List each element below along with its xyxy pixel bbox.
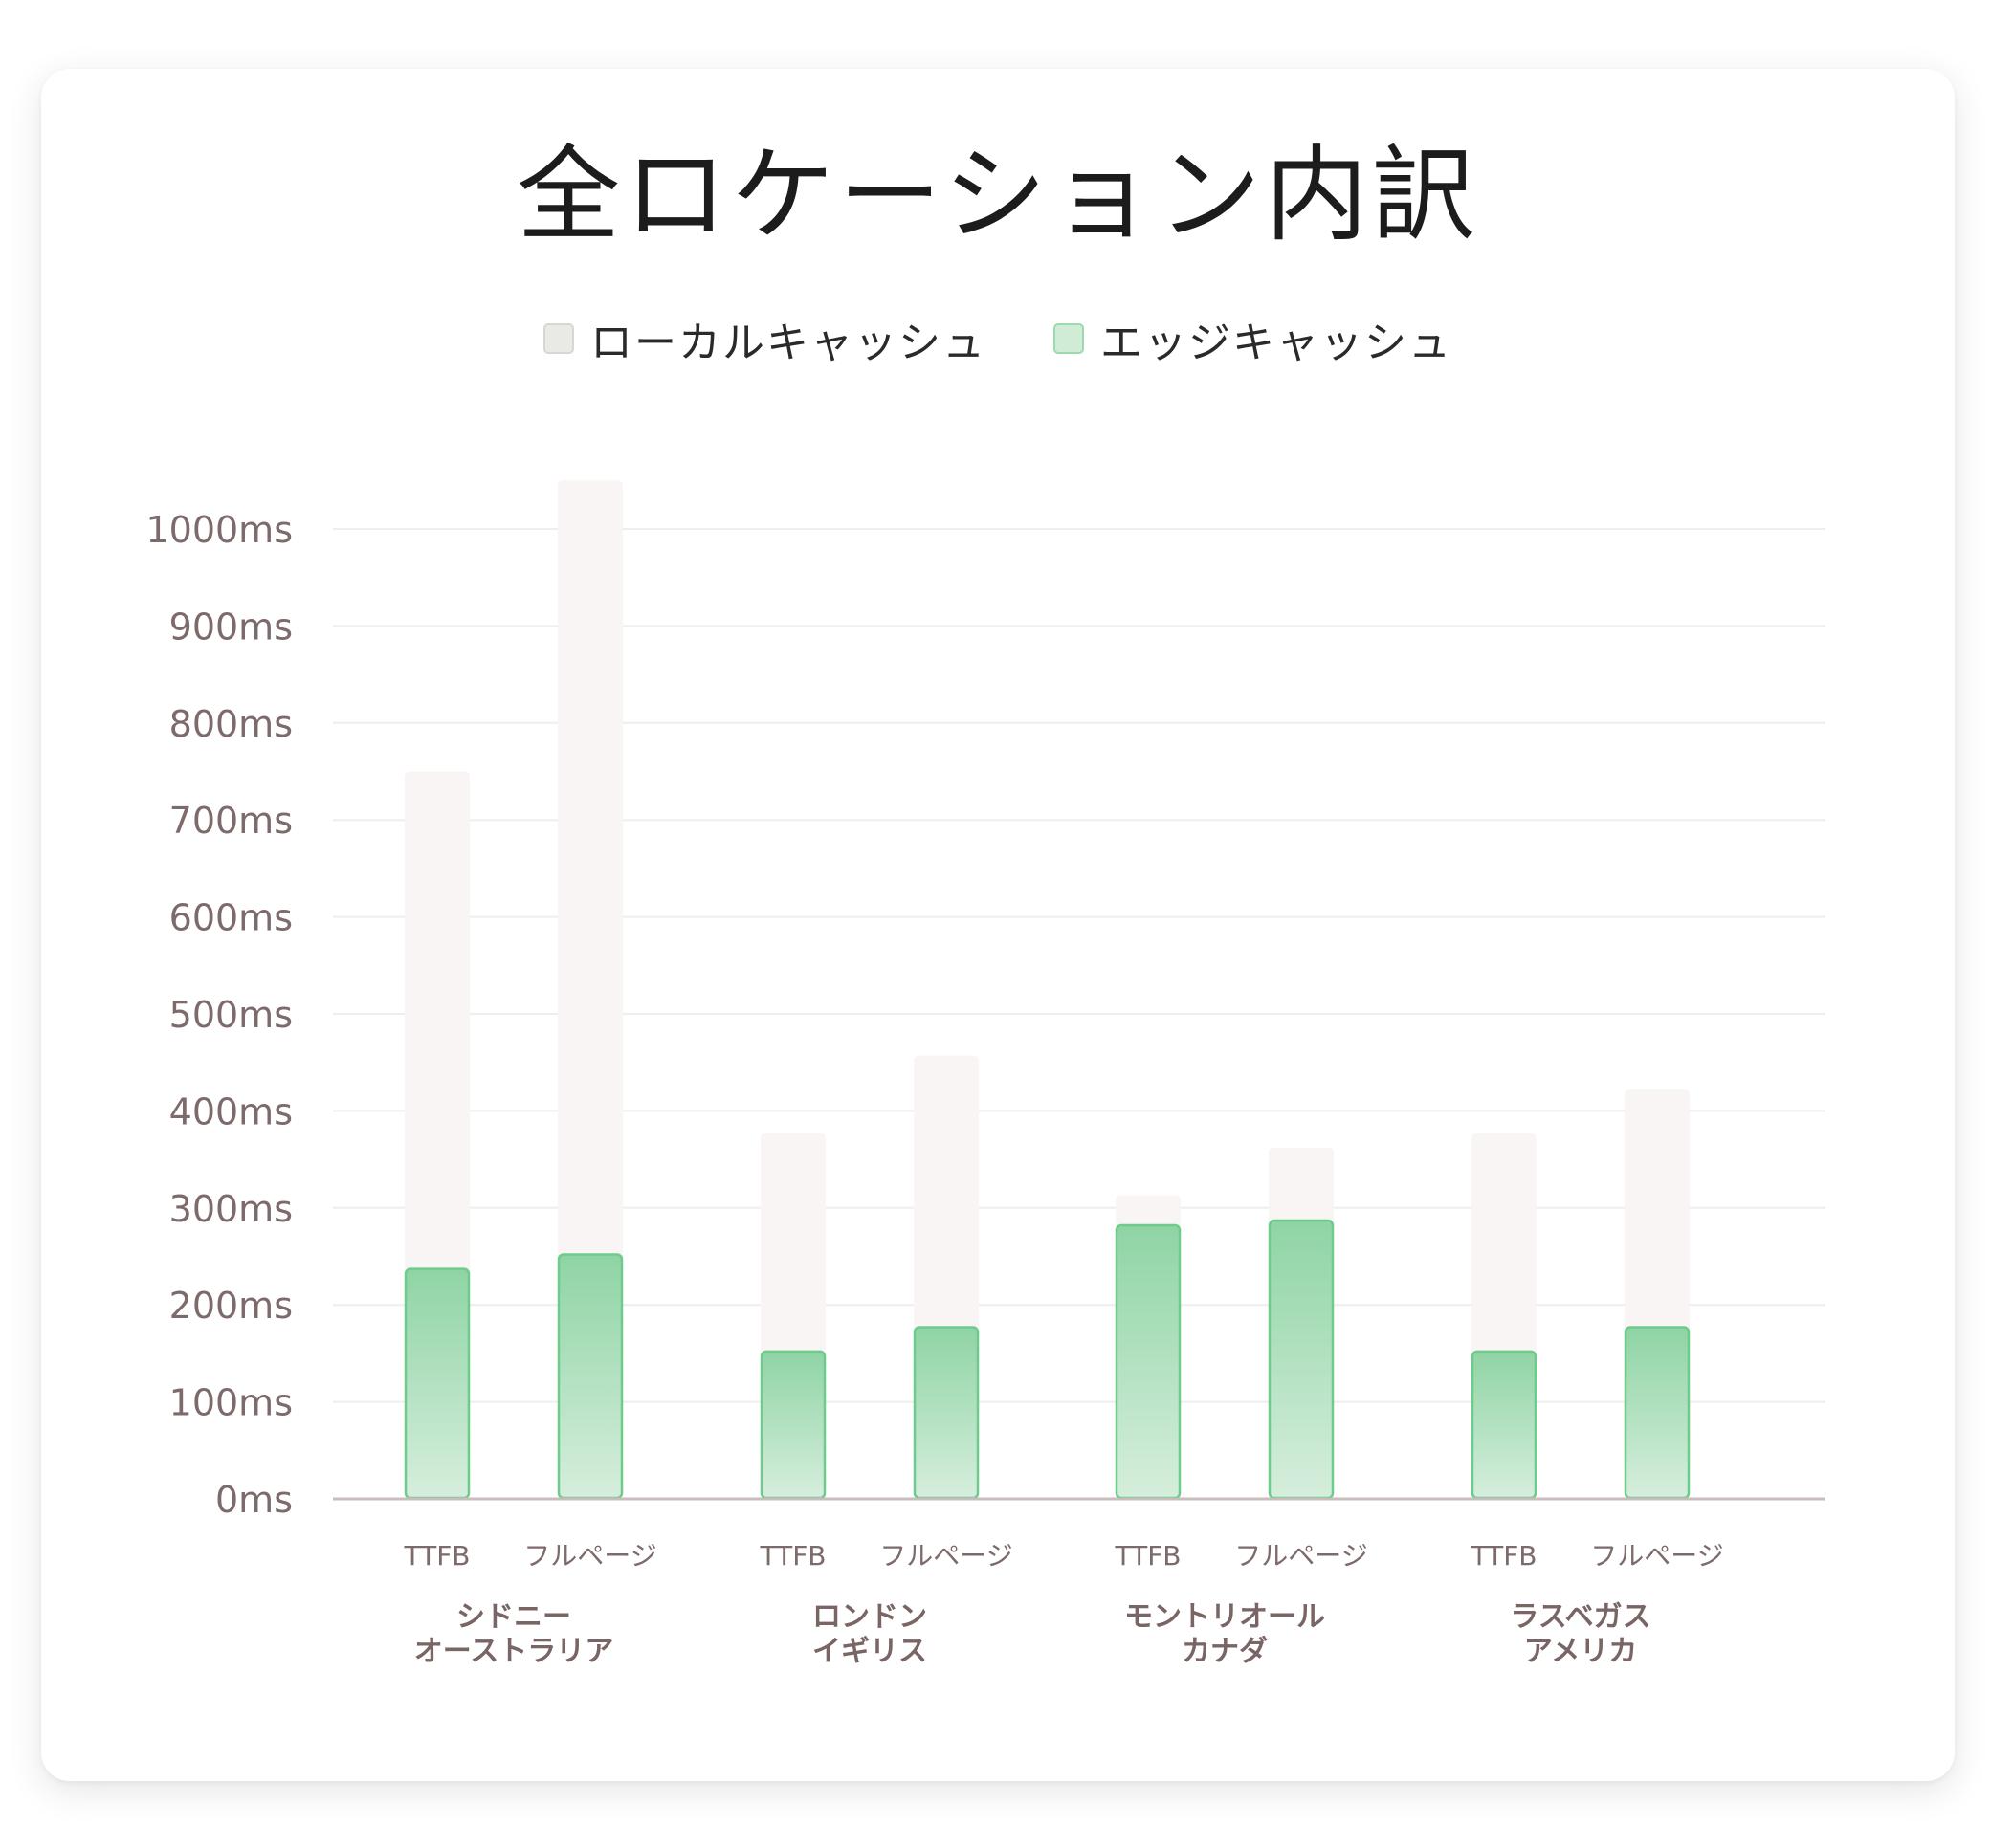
x-tick-label: フルページ xyxy=(879,1540,1012,1572)
legend-swatch-edge-cache xyxy=(1053,323,1084,354)
legend-item-local-cache: ローカルキャッシュ xyxy=(543,308,986,369)
x-tick-label: TTFB xyxy=(1114,1540,1181,1572)
edge-cache-bar xyxy=(913,1326,980,1500)
legend-label-edge-cache: エッジキャッシュ xyxy=(1100,319,1452,367)
y-tick-label: 600ms xyxy=(169,897,293,939)
chart-legend: ローカルキャッシュ エッジキャッシュ xyxy=(41,308,1955,369)
x-tick-label: フルページ xyxy=(1590,1540,1723,1572)
y-tick-label: 1000ms xyxy=(145,509,293,551)
group-label: ロンドン xyxy=(812,1600,927,1634)
group-label: シドニー xyxy=(456,1600,571,1634)
y-tick-label: 500ms xyxy=(169,994,293,1036)
y-tick-label: 100ms xyxy=(169,1382,293,1424)
x-tick-label: フルページ xyxy=(1234,1540,1367,1572)
x-tick-label: フルページ xyxy=(523,1540,656,1572)
y-tick-label: 400ms xyxy=(169,1090,293,1133)
edge-cache-bar xyxy=(1471,1350,1537,1500)
legend-label-local-cache: ローカルキャッシュ xyxy=(590,319,986,367)
chart-title: 全ロケーション内訳 xyxy=(517,136,1479,255)
local-cache-bar xyxy=(558,480,623,1499)
legend-swatch-local-cache xyxy=(543,323,574,354)
y-tick-label: 900ms xyxy=(169,605,293,648)
x-tick-label: TTFB xyxy=(1470,1540,1537,1572)
group-label: カナダ xyxy=(1182,1635,1268,1668)
group-label: アメリカ xyxy=(1524,1635,1638,1668)
edge-cache-bar xyxy=(557,1253,624,1500)
edge-cache-bar xyxy=(404,1267,471,1500)
y-tick-label: 700ms xyxy=(169,800,293,842)
y-tick-label: 0ms xyxy=(215,1479,293,1521)
group-label: オーストラリア xyxy=(414,1635,614,1668)
legend-item-edge-cache: エッジキャッシュ xyxy=(1053,308,1452,369)
x-tick-label: TTFB xyxy=(759,1540,826,1572)
y-tick-label: 200ms xyxy=(169,1285,293,1327)
group-label: モントリオール xyxy=(1124,1600,1325,1634)
group-label: イギリス xyxy=(812,1635,927,1668)
group-label: ラスベガス xyxy=(1510,1600,1650,1634)
edge-cache-bar xyxy=(760,1350,827,1500)
y-tick-label: 300ms xyxy=(169,1188,293,1230)
edge-cache-bar xyxy=(1624,1326,1691,1500)
y-tick-label: 800ms xyxy=(169,703,293,745)
edge-cache-bar xyxy=(1115,1223,1182,1500)
edge-cache-bar xyxy=(1268,1219,1335,1500)
x-tick-label: TTFB xyxy=(403,1540,470,1572)
